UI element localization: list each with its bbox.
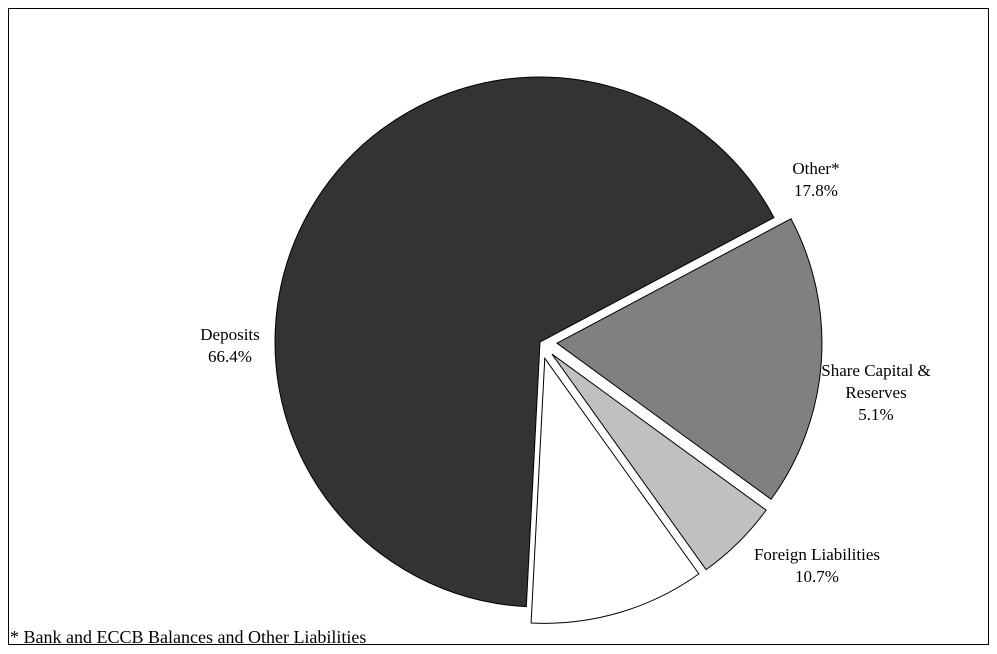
slice-label-1: Other* 17.8% [792,159,839,200]
pie-slice-2 [551,353,767,571]
slice-label-3: Foreign Liabilities 10.7% [754,545,880,586]
slice-label-4: Deposits 66.4% [200,325,260,366]
slice-label-2: Share Capital & Reserves 5.1% [821,361,931,424]
footnote: * Bank and ECCB Balances and Other Liabi… [10,627,367,647]
pie-slice-1 [556,218,823,500]
pie-slice-3 [530,356,700,624]
pie-slice-4 [274,76,775,608]
